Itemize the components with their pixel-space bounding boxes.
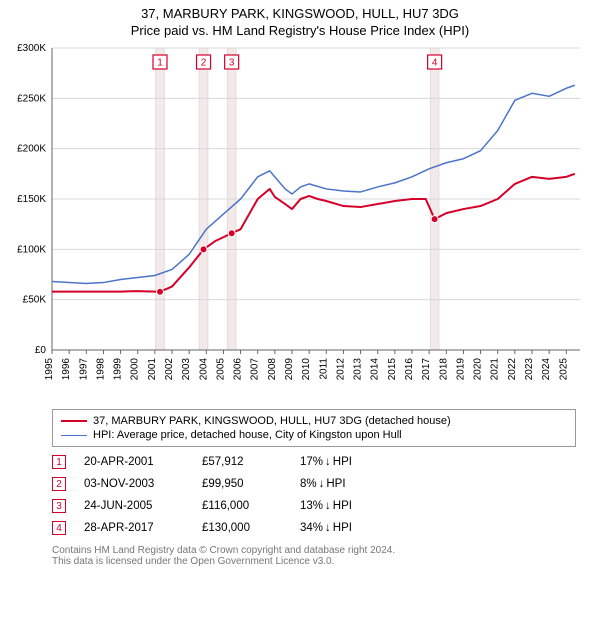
price-chart: £0 £50K £100K £150K £200K £250K £300K 1995 1996 1… [0,38,600,398]
sale-date: 24-JUN-2005 [84,500,184,512]
sale-row: 4 28-APR-2017 £130,000 34%↓HPI [52,517,576,539]
svg-text:1: 1 [157,58,163,69]
svg-text:2002: 2002 [164,358,175,381]
sale-diff-suffix: HPI [333,456,352,468]
sale-diff-suffix: HPI [333,522,352,534]
svg-text:2001: 2001 [147,358,158,381]
svg-text:1997: 1997 [78,358,89,381]
title-address: 37, MARBURY PARK, KINGSWOOD, HULL, HU7 3… [0,6,600,21]
arrow-down-icon: ↓ [325,500,331,512]
svg-text:£100K: £100K [17,244,46,255]
svg-text:1995: 1995 [44,358,55,381]
svg-text:2021: 2021 [490,358,501,381]
legend-swatch [61,420,87,422]
sale-diff: 8%↓HPI [300,478,346,490]
sale-price: £116,000 [202,500,282,512]
svg-text:2012: 2012 [335,358,346,381]
sale-diff-suffix: HPI [326,478,345,490]
sale-diff: 13%↓HPI [300,500,352,512]
svg-text:£300K: £300K [17,43,46,54]
arrow-down-icon: ↓ [325,456,331,468]
svg-text:4: 4 [432,58,438,69]
sale-diff-pct: 34% [300,522,323,534]
svg-text:2014: 2014 [370,358,381,381]
svg-text:£250K: £250K [17,93,46,104]
chart-titles: 37, MARBURY PARK, KINGSWOOD, HULL, HU7 3… [0,0,600,38]
svg-text:2018: 2018 [438,358,449,381]
sale-diff-suffix: HPI [333,500,352,512]
svg-text:£200K: £200K [17,144,46,155]
svg-text:2007: 2007 [250,358,261,381]
sale-diff-pct: 13% [300,500,323,512]
title-subtitle: Price paid vs. HM Land Registry's House … [0,23,600,38]
svg-text:2006: 2006 [233,358,244,381]
sale-diff-pct: 17% [300,456,323,468]
svg-text:2: 2 [201,58,207,69]
svg-text:2025: 2025 [558,358,569,381]
svg-text:2013: 2013 [353,358,364,381]
svg-text:£150K: £150K [17,194,46,205]
svg-text:£50K: £50K [23,295,47,306]
svg-text:2015: 2015 [387,358,398,381]
svg-text:2016: 2016 [404,358,415,381]
svg-text:2004: 2004 [198,358,209,381]
legend: 37, MARBURY PARK, KINGSWOOD, HULL, HU7 3… [52,409,576,447]
arrow-down-icon: ↓ [319,478,325,490]
page: 37, MARBURY PARK, KINGSWOOD, HULL, HU7 3… [0,0,600,567]
sale-date: 28-APR-2017 [84,522,184,534]
sales-table: 120-APR-2001£57,91217%↓HPI203-NOV-2003£9… [52,451,576,539]
legend-swatch [61,435,87,436]
sale-marker: 4 [52,521,66,535]
svg-text:2022: 2022 [507,358,518,381]
legend-label: HPI: Average price, detached house, City… [93,429,402,441]
svg-text:2017: 2017 [421,358,432,381]
svg-text:2020: 2020 [473,358,484,381]
sale-row: 3 24-JUN-2005 £116,000 13%↓HPI [52,495,576,517]
sale-date: 20-APR-2001 [84,456,184,468]
sale-diff: 17%↓HPI [300,456,352,468]
sale-price: £57,912 [202,456,282,468]
svg-text:2019: 2019 [455,358,466,381]
svg-text:1996: 1996 [61,358,72,381]
svg-text:2023: 2023 [524,358,535,381]
svg-text:3: 3 [229,58,235,69]
svg-text:1999: 1999 [113,358,124,381]
chart-area: £0 £50K £100K £150K £200K £250K £300K 1995 1996 1… [0,38,600,403]
svg-text:2024: 2024 [541,358,552,381]
sale-diff-pct: 8% [300,478,317,490]
attribution: Contains HM Land Registry data © Crown c… [52,545,576,567]
svg-text:2000: 2000 [130,358,141,381]
sale-price: £99,950 [202,478,282,490]
attribution-line2: This data is licensed under the Open Gov… [52,556,576,567]
sale-date: 03-NOV-2003 [84,478,184,490]
sale-row: 2 03-NOV-2003 £99,950 8%↓HPI [52,473,576,495]
svg-text:2009: 2009 [284,358,295,381]
legend-label: 37, MARBURY PARK, KINGSWOOD, HULL, HU7 3… [93,415,451,427]
svg-text:2011: 2011 [318,358,329,380]
svg-text:2008: 2008 [267,358,278,381]
svg-text:2003: 2003 [181,358,192,381]
sale-marker: 2 [52,477,66,491]
legend-item: HPI: Average price, detached house, City… [61,428,567,442]
sale-marker: 1 [52,455,66,469]
attribution-line1: Contains HM Land Registry data © Crown c… [52,545,576,556]
sale-row: 1 20-APR-2001 £57,912 17%↓HPI [52,451,576,473]
svg-text:1998: 1998 [95,358,106,381]
sale-marker: 3 [52,499,66,513]
svg-text:2010: 2010 [301,358,312,381]
svg-text:£0: £0 [35,345,47,356]
svg-text:2005: 2005 [215,358,226,381]
sale-price: £130,000 [202,522,282,534]
sale-diff: 34%↓HPI [300,522,352,534]
legend-item: 37, MARBURY PARK, KINGSWOOD, HULL, HU7 3… [61,414,567,428]
arrow-down-icon: ↓ [325,522,331,534]
